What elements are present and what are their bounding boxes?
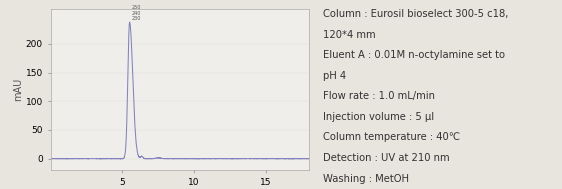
Text: Column : Eurosil bioselect 300-5 c18,: Column : Eurosil bioselect 300-5 c18,: [323, 9, 508, 19]
Text: Injection volume : 5 μl: Injection volume : 5 μl: [323, 112, 434, 122]
Text: 120*4 mm: 120*4 mm: [323, 30, 375, 40]
Text: Column temperature : 40℃: Column temperature : 40℃: [323, 132, 460, 143]
Y-axis label: mAU: mAU: [13, 78, 23, 101]
Text: Flow rate : 1.0 mL/min: Flow rate : 1.0 mL/min: [323, 91, 434, 101]
Text: Washing : MetOH: Washing : MetOH: [323, 174, 409, 184]
Text: 250
240
230: 250 240 230: [132, 5, 141, 21]
Text: Eluent A : 0.01M n-octylamine set to: Eluent A : 0.01M n-octylamine set to: [323, 50, 505, 60]
Text: pH 4: pH 4: [323, 71, 346, 81]
Text: Detection : UV at 210 nm: Detection : UV at 210 nm: [323, 153, 450, 163]
